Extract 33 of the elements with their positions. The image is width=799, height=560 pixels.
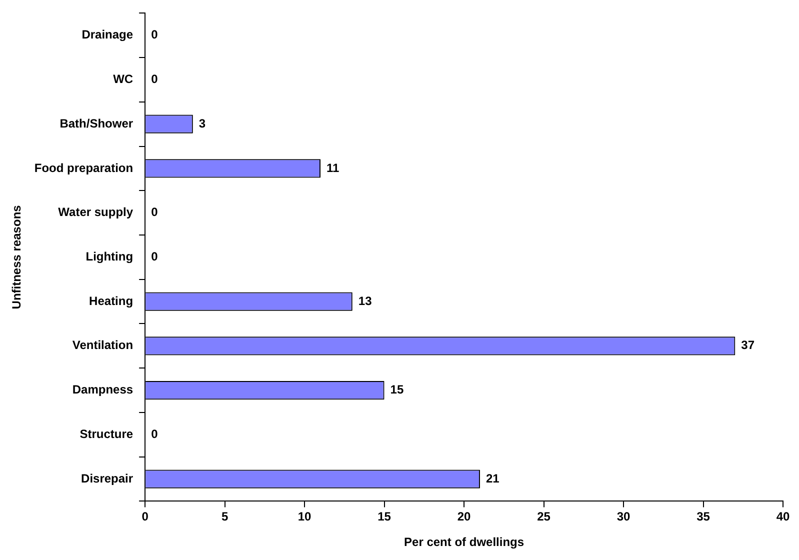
y-tick-label: Dampness — [72, 382, 134, 397]
data-label: 0 — [151, 426, 158, 441]
data-label: 11 — [326, 160, 340, 175]
y-tick-label: Structure — [80, 426, 134, 441]
x-tick-label: 40 — [776, 510, 790, 524]
data-label: 0 — [151, 28, 158, 42]
x-tick-label: 20 — [457, 510, 472, 524]
data-label: 0 — [151, 250, 158, 264]
y-tick-label: Water supply — [58, 205, 134, 220]
data-label: 15 — [390, 382, 404, 397]
x-tick-label: 5 — [221, 510, 228, 524]
x-tick-label: 10 — [298, 510, 312, 524]
y-axis-title: Unfitness reasons — [10, 204, 24, 310]
x-axis-title: Per cent of dwellings — [404, 535, 524, 550]
x-tick-label: 35 — [696, 510, 710, 524]
x-tick-label: 0 — [142, 510, 149, 524]
data-label: 21 — [486, 471, 500, 486]
x-tick-label: 25 — [537, 510, 551, 524]
data-label: 37 — [741, 338, 755, 352]
y-tick-label: Food preparation — [34, 160, 134, 175]
data-label: 13 — [358, 294, 372, 308]
y-tick-label: Ventilation — [72, 338, 134, 352]
x-tick-label: 15 — [378, 510, 392, 524]
y-tick-label: Disrepair — [81, 471, 134, 486]
data-label: 3 — [198, 116, 206, 130]
y-tick-label: Lighting — [86, 250, 134, 264]
y-tick-label: WC — [113, 72, 134, 86]
x-tick-label: 30 — [616, 510, 631, 524]
data-label: 0 — [151, 205, 158, 220]
data-label: 0 — [151, 72, 158, 86]
y-tick-label: Heating — [89, 294, 134, 308]
y-tick-label: Bath/Shower — [60, 116, 134, 130]
y-tick-label: Drainage — [82, 28, 134, 42]
